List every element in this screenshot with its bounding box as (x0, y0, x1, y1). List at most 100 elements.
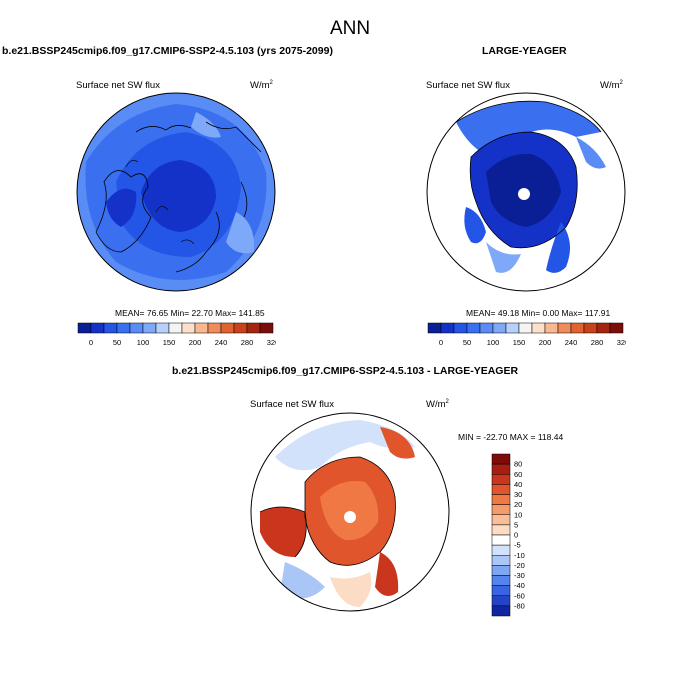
colorbar-swatch (491, 453, 511, 465)
colorbar-swatch (531, 322, 546, 334)
colorbar-tick-label: -80 (514, 601, 525, 610)
map-border (250, 412, 450, 612)
colorbar-swatch (491, 605, 511, 617)
coastline-arctic (304, 456, 396, 566)
colorbar-swatch (207, 322, 222, 334)
field-region-bering (380, 427, 415, 459)
variable-label-diff: Surface net SW flux (250, 399, 334, 410)
field-region-canadian-archipelago (260, 507, 307, 557)
colorbar-tick-label: 200 (539, 338, 552, 347)
field-region-greenland-west (106, 188, 137, 227)
stats-label-diff: MIN = -22.70 MAX = 118.44 (458, 432, 564, 442)
colorbar-tick-label: 320 (267, 338, 276, 347)
colorbar-tick-label: 150 (513, 338, 526, 347)
colorbar-swatch (491, 474, 511, 485)
coastline-north (455, 100, 602, 133)
page-title: ANN (329, 18, 371, 39)
colorbar-tick-label: 20 (514, 500, 522, 509)
colorbar-swatch (491, 534, 511, 546)
colorbar-swatch (142, 322, 157, 334)
colorbar-tick-label: 280 (591, 338, 604, 347)
units-base: W/m (426, 399, 446, 411)
field-region-hudson (280, 562, 325, 599)
field-region-bering (576, 137, 606, 169)
colorbar-swatch (116, 322, 131, 334)
coastline-greenland (95, 170, 152, 253)
colorbar-tick-label: -20 (514, 561, 525, 570)
colorbar-swatch (491, 514, 511, 526)
units-label-diff: W/m2 (426, 399, 449, 410)
colorbar-tick-label: 0 (89, 338, 93, 347)
units-label-case: W/m2 (250, 80, 273, 91)
colorbar-swatch (466, 322, 481, 334)
colorbar-tick-label: 0 (439, 338, 443, 347)
colorbar-swatch (518, 322, 533, 334)
field-region-core (320, 481, 379, 541)
field-region-pacific (456, 101, 601, 152)
colorbar-labels: 0 50 100 150 200 240 280 320 (439, 338, 626, 347)
colorbar-tick-label: 5 (514, 520, 518, 529)
colorbar-swatch (491, 555, 511, 566)
coastline-siberia (135, 121, 262, 153)
map-case (76, 92, 276, 292)
colorbar-swatch (557, 322, 572, 334)
colorbar-swatch (427, 322, 442, 334)
colorbar-tick-label: 240 (565, 338, 578, 347)
map-border (426, 92, 626, 292)
field-region-norwegian (375, 552, 399, 596)
colorbar-swatch (491, 575, 511, 586)
colorbar-tick-label: 150 (163, 338, 176, 347)
units-exponent: 2 (445, 399, 449, 405)
colorbar-tick-label: 240 (215, 338, 228, 347)
field-region-core (141, 160, 216, 232)
field-region-pacific (275, 420, 415, 471)
units-exponent: 2 (269, 80, 273, 86)
colorbar-tick-label: 280 (241, 338, 254, 347)
units-base: W/m (600, 80, 620, 92)
panel-title-diff: b.e21.BSSP245cmip6.f09_g17.CMIP6-SSP2-4.… (172, 365, 519, 377)
field-region-norwegian (546, 222, 570, 273)
colorbar-case: 0 50 100 150 200 240 280 320 (77, 322, 276, 347)
colorbar-swatch (505, 322, 520, 334)
variable-label-case: Surface net SW flux (76, 80, 160, 91)
units-exponent: 2 (619, 80, 623, 86)
colorbar-swatch (492, 322, 507, 334)
coastline-islands (125, 160, 195, 245)
colorbar-swatch (90, 322, 105, 334)
field-region-labrador (486, 242, 521, 273)
colorbar-swatch (491, 544, 511, 556)
field-region-pacific (191, 112, 221, 138)
panel-title-case: b.e21.BSSP245cmip6.f09_g17.CMIP6-SSP2-4.… (2, 45, 333, 57)
colorbar-labels: 0 50 100 150 200 240 280 320 (89, 338, 276, 347)
map-border (76, 92, 276, 292)
colorbar-tick-label: -60 (514, 591, 525, 600)
colorbar-swatch (194, 322, 209, 334)
colorbar-swatch (168, 322, 183, 334)
map-obs (426, 92, 626, 292)
colorbar-swatch (491, 595, 511, 607)
pole-hole (344, 511, 356, 523)
colorbar-swatch (491, 504, 511, 515)
colorbar-swatch (233, 322, 248, 334)
colorbar-swatch (246, 322, 261, 334)
colorbar-swatch (491, 494, 511, 505)
colorbar-swatch (491, 585, 511, 596)
colorbar-obs: 0 50 100 150 200 240 280 320 (427, 322, 626, 347)
colorbar-swatch (440, 322, 455, 334)
colorbar-tick-label: -10 (514, 551, 525, 560)
colorbar-tick-label: 200 (189, 338, 202, 347)
colorbar-tick-label: 0 (514, 531, 518, 540)
colorbar-swatch (103, 322, 118, 334)
colorbar-swatch (491, 565, 511, 576)
coastline-scandinavia (175, 181, 248, 273)
colorbar-swatch (453, 322, 468, 334)
stats-label-obs: MEAN= 49.18 Min= 0.00 Max= 117.91 (466, 308, 611, 318)
colorbar-tick-label: 60 (514, 470, 522, 479)
units-base: W/m (250, 80, 270, 92)
colorbar-tick-label: 100 (137, 338, 150, 347)
pole-hole (518, 188, 530, 200)
units-label-obs: W/m2 (600, 80, 623, 91)
colorbar-swatch (583, 322, 598, 334)
coastline-archipelago (259, 506, 307, 558)
